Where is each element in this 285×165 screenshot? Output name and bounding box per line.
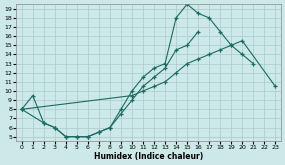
X-axis label: Humidex (Indice chaleur): Humidex (Indice chaleur) [94,152,203,161]
